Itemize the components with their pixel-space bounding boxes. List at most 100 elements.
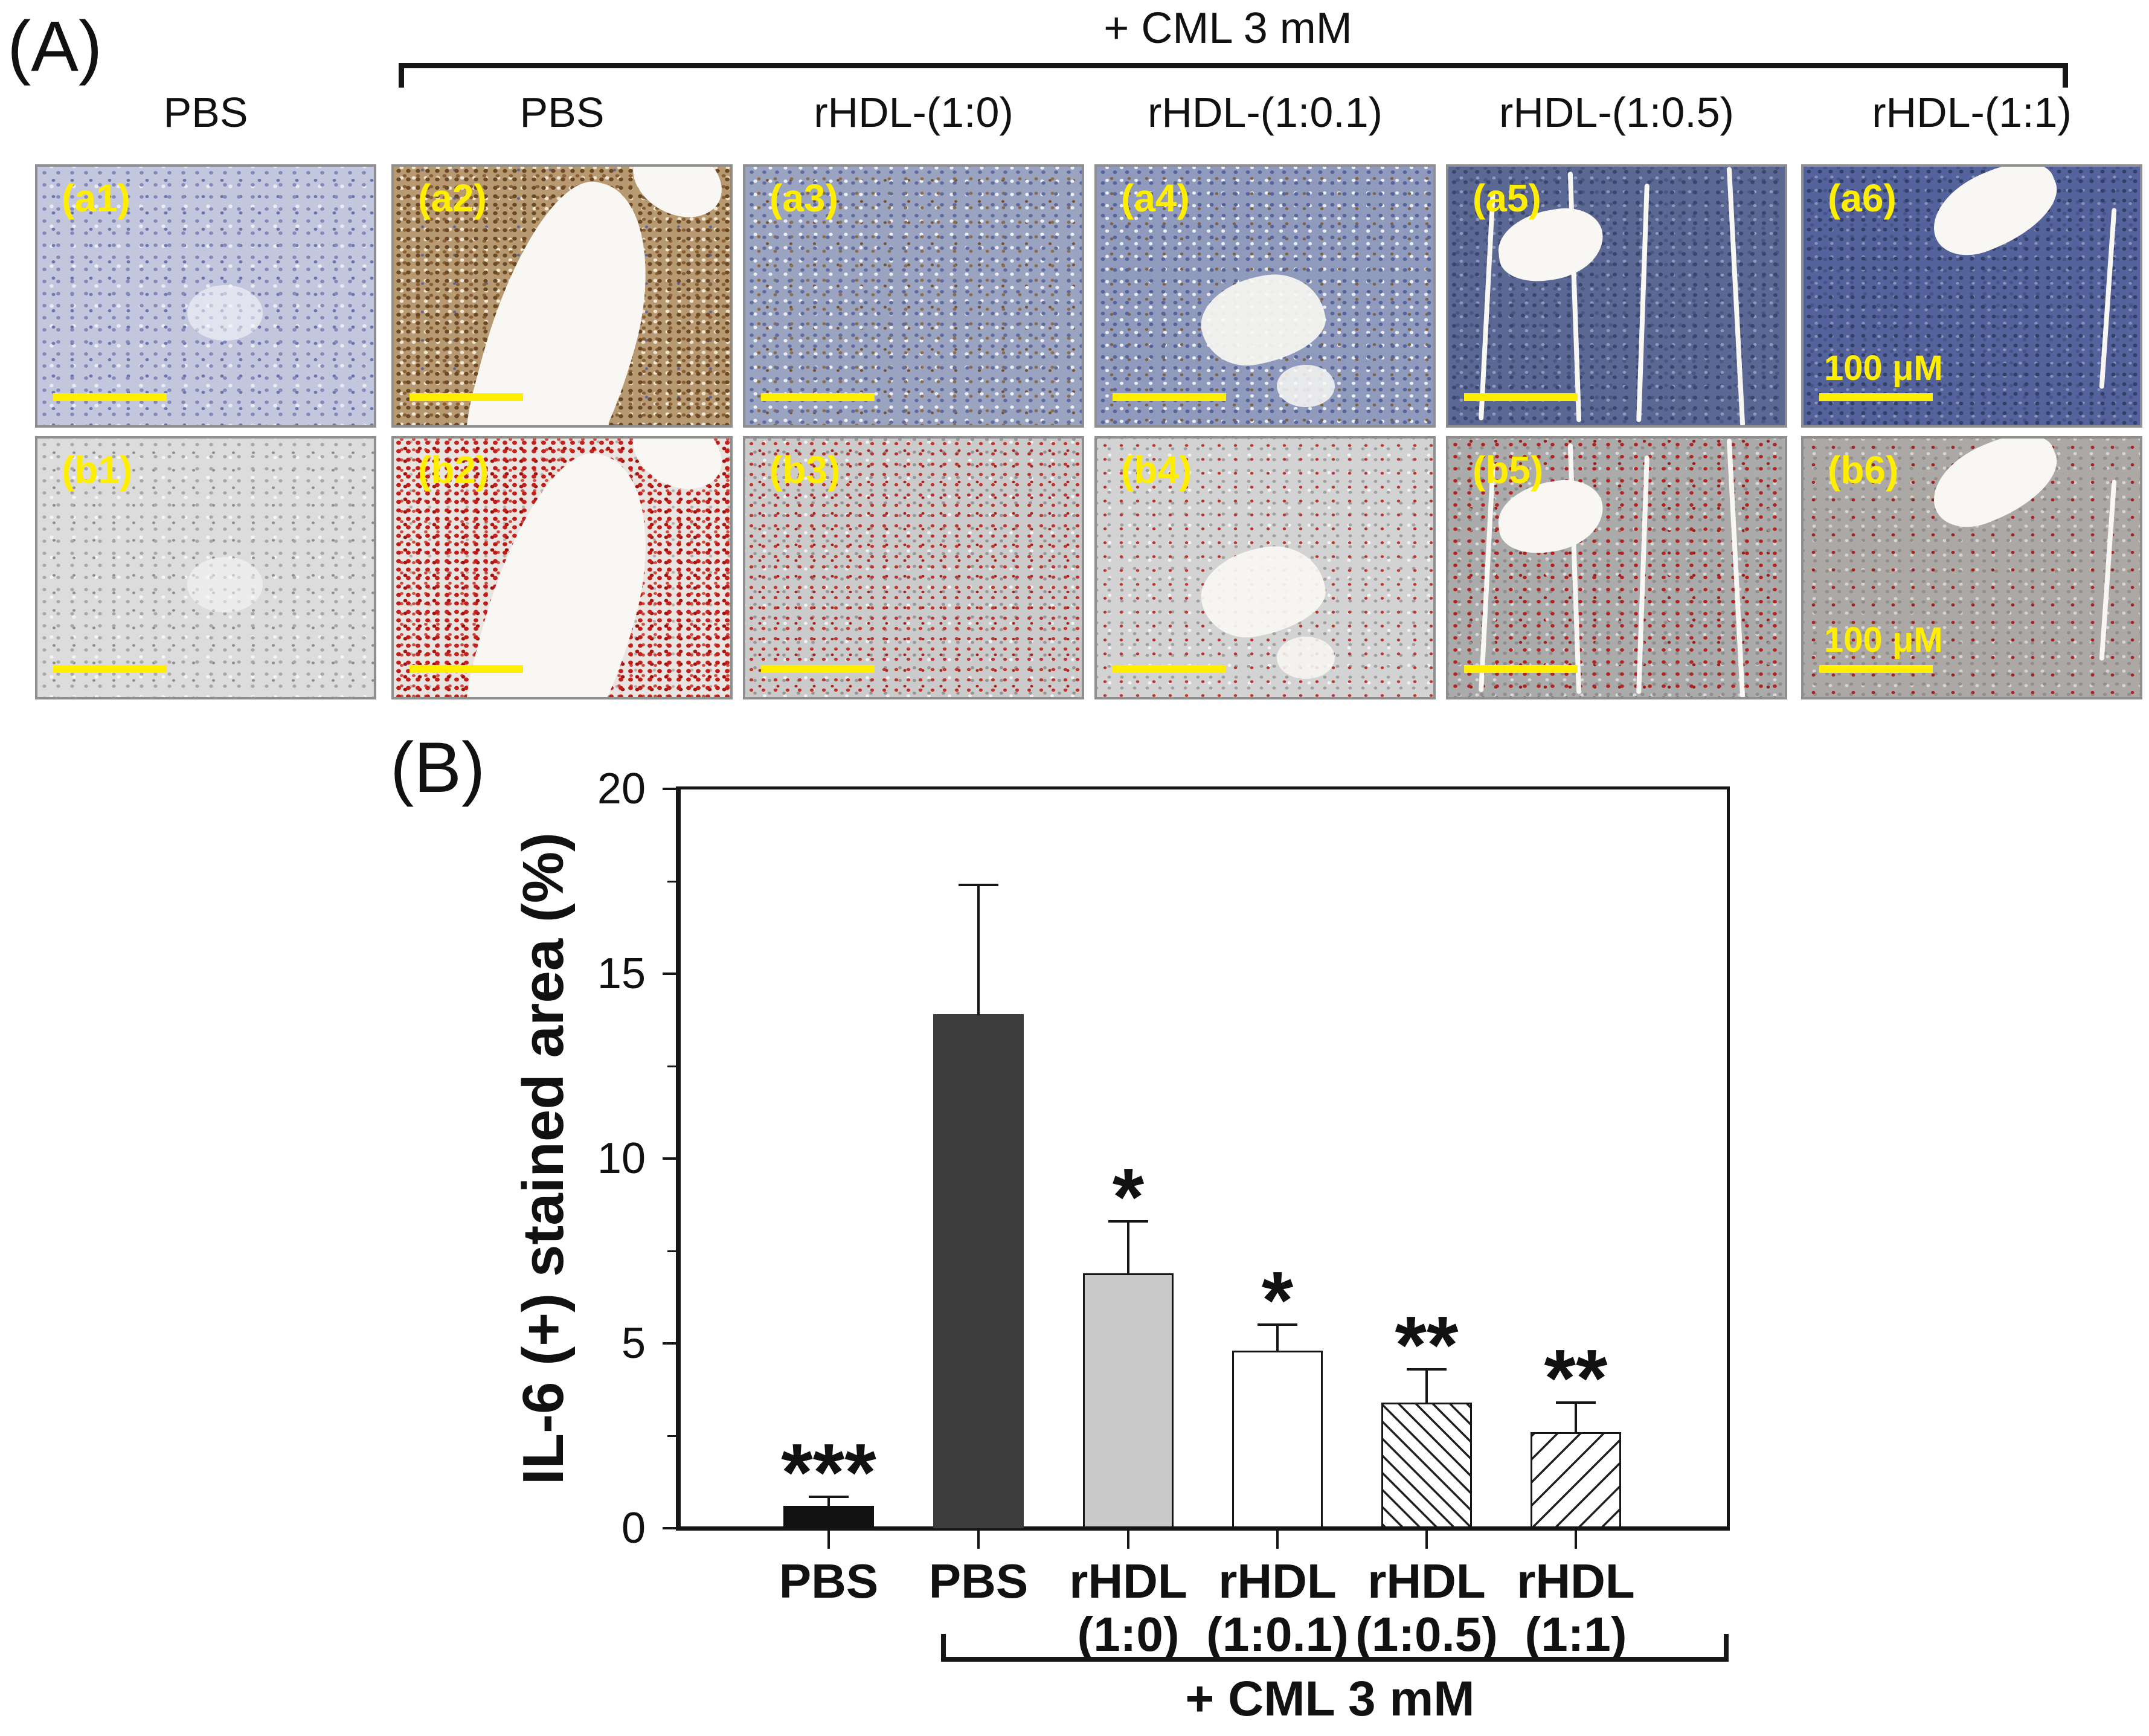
- x-tick-5: [1425, 1531, 1428, 1549]
- significance-stars-5: **: [1395, 1299, 1459, 1390]
- micrograph-a6: (a6) 100 μM: [1801, 164, 2142, 428]
- y-tick-15: [663, 972, 676, 975]
- column-header-2: PBS: [519, 89, 605, 136]
- panel-b-label: (B): [390, 728, 486, 808]
- y-axis: [676, 786, 681, 1531]
- y-tick-label-20: 20: [597, 765, 646, 813]
- micrograph-b5: (b5): [1446, 436, 1787, 699]
- x-axis: [676, 1526, 1730, 1531]
- micrograph-label-a1: (a1): [62, 176, 130, 220]
- error-bar-cap-4: [1258, 1323, 1297, 1326]
- error-bar-4: [1276, 1325, 1279, 1352]
- y-minor-tick: [667, 880, 676, 882]
- micrograph-label-a5: (a5): [1473, 176, 1541, 220]
- x-label-6: rHDL: [1517, 1554, 1635, 1608]
- micrograph-b3: (b3): [743, 436, 1084, 699]
- cml-xaxis-label: + CML 3 mM: [1185, 1671, 1475, 1726]
- tissue-texture: [745, 167, 1082, 425]
- plot-frame-top: [678, 786, 1730, 789]
- error-bar-cap-5: [1407, 1368, 1447, 1371]
- scale-bar: [53, 665, 167, 673]
- cml-xaxis-bracket: [941, 1634, 1729, 1662]
- micrograph-label-b1: (b1): [62, 448, 133, 492]
- y-tick-label-10: 10: [597, 1134, 646, 1183]
- y-minor-tick: [667, 1435, 676, 1437]
- x-label-4: rHDL: [1218, 1554, 1337, 1608]
- x-tick-6: [1575, 1531, 1577, 1549]
- x-label2-6: (1:1): [1524, 1607, 1627, 1661]
- micrograph-a1: (a1): [35, 164, 376, 428]
- micrograph-label-b6: (b6): [1828, 448, 1899, 492]
- scale-bar: [1464, 665, 1578, 673]
- error-bar-cap-2: [959, 884, 998, 887]
- significance-stars-4: *: [1261, 1255, 1294, 1346]
- micrograph-label-b5: (b5): [1473, 448, 1544, 492]
- column-header-6: rHDL-(1:1): [1872, 89, 2072, 136]
- vessel-shape: [1277, 637, 1335, 679]
- scale-bar: [1819, 665, 1933, 673]
- micrograph-label-b2: (b2): [418, 448, 489, 492]
- micrograph-label-a6: (a6): [1828, 176, 1897, 220]
- y-minor-tick: [667, 1065, 676, 1067]
- error-bar-cap-6: [1556, 1401, 1596, 1404]
- x-label2-5: (1:0.5): [1355, 1607, 1498, 1661]
- x-label-2: PBS: [928, 1554, 1029, 1608]
- y-minor-tick: [667, 1250, 676, 1252]
- bar-3: [1083, 1273, 1174, 1528]
- y-tick-label-15: 15: [597, 950, 646, 998]
- x-label2-3: (1:0): [1077, 1607, 1180, 1661]
- x-tick-3: [1127, 1531, 1129, 1549]
- x-tick-2: [977, 1531, 980, 1549]
- micrograph-b4: (b4): [1094, 436, 1436, 699]
- significance-stars-1: ***: [781, 1426, 876, 1518]
- tissue-texture: [745, 439, 1082, 697]
- vessel-shape: [1277, 365, 1335, 407]
- micrograph-a2: (a2): [391, 164, 733, 428]
- y-tick-10: [663, 1157, 676, 1160]
- y-axis-title: IL-6 (+) stained area (%): [511, 832, 576, 1485]
- error-bar-cap-1: [809, 1495, 849, 1498]
- cml-group-title: + CML 3 mM: [1103, 4, 1352, 53]
- scale-bar: [53, 393, 167, 401]
- scale-bar: [1113, 665, 1226, 673]
- bar-chart-plot: 0 5 10 15 20 *** PBS PBS * rHDL (1:0) * rHDL (1:0.1) *…: [597, 766, 1730, 1659]
- micrograph-label-a4: (a4): [1121, 176, 1190, 220]
- micrograph-label-a2: (a2): [418, 176, 487, 220]
- cml-group-bracket: [399, 63, 2068, 88]
- y-tick-20: [663, 788, 676, 790]
- significance-stars-3: *: [1112, 1151, 1145, 1243]
- error-bar-cap-3: [1108, 1220, 1148, 1223]
- x-label-1: PBS: [779, 1554, 879, 1608]
- scale-bar: [1819, 393, 1933, 401]
- y-tick-5: [663, 1342, 676, 1345]
- scale-bar: [761, 665, 875, 673]
- micrograph-label-a3: (a3): [769, 176, 838, 220]
- micrograph-a4: (a4): [1094, 164, 1436, 428]
- column-header-3: rHDL-(1:0): [814, 89, 1013, 136]
- scale-bar-text: 100 μM: [1824, 349, 1943, 388]
- micrograph-a5: (a5): [1446, 164, 1787, 428]
- error-bar-6: [1575, 1402, 1577, 1433]
- micrograph-label-b4: (b4): [1121, 448, 1192, 492]
- plot-frame-right: [1727, 786, 1730, 1531]
- x-label2-4: (1:0.1): [1206, 1607, 1349, 1661]
- micrograph-b1: (b1): [35, 436, 376, 699]
- vessel-shape: [187, 557, 263, 612]
- error-bar-1: [827, 1496, 830, 1508]
- significance-stars-6: **: [1544, 1332, 1608, 1424]
- error-bar-5: [1425, 1369, 1428, 1404]
- y-tick-label-0: 0: [621, 1504, 646, 1552]
- micrograph-a3: (a3): [743, 164, 1084, 428]
- column-header-5: rHDL-(1:0.5): [1499, 89, 1734, 136]
- micrograph-b2: (b2): [391, 436, 733, 699]
- scale-bar: [1113, 393, 1226, 401]
- bar-6: [1531, 1432, 1621, 1528]
- error-bar-2: [977, 885, 980, 1016]
- vessel-shape: [187, 285, 263, 341]
- micrograph-b6: (b6) 100 μM: [1801, 436, 2142, 699]
- x-label-3: rHDL: [1069, 1554, 1187, 1608]
- scale-bar: [410, 665, 523, 673]
- panel-a-label: (A): [7, 7, 103, 86]
- column-header-4: rHDL-(1:0.1): [1148, 89, 1383, 136]
